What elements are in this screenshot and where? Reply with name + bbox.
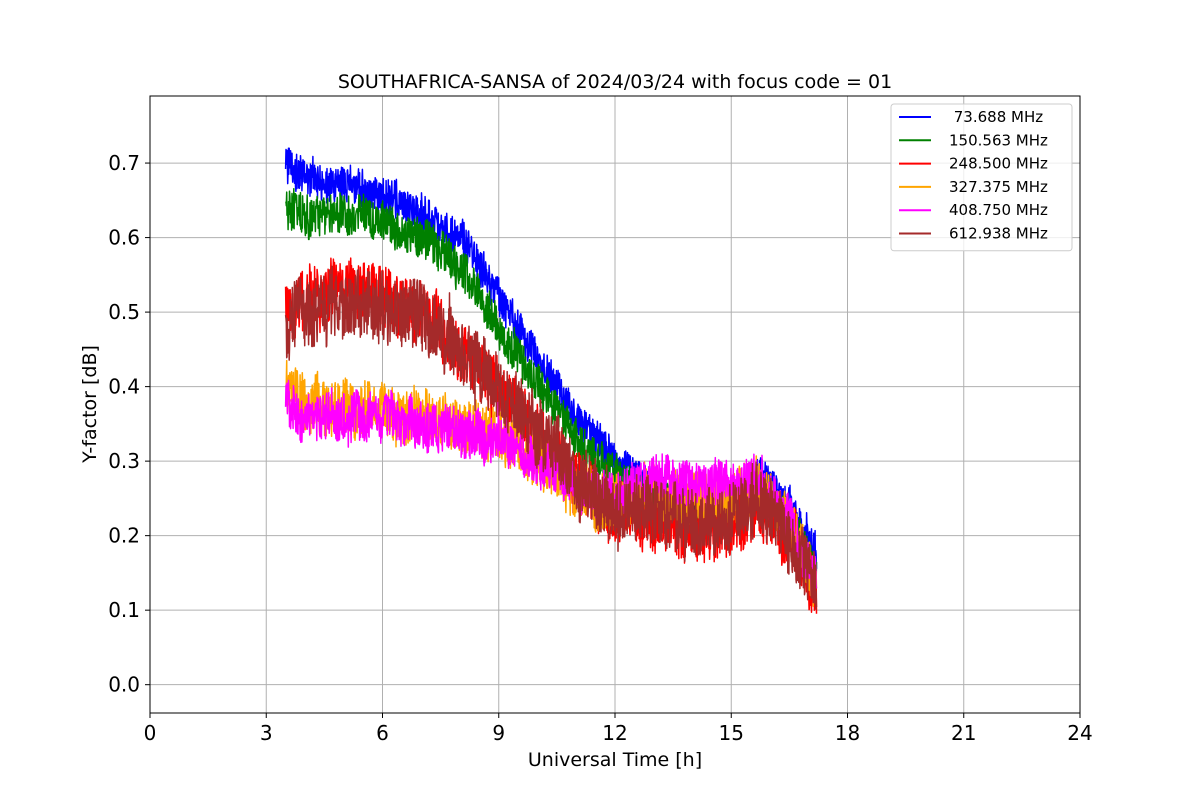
y-tick-label: 0.2 — [108, 524, 140, 548]
x-tick-label: 6 — [376, 721, 389, 745]
x-axis-label: Universal Time [h] — [528, 749, 702, 771]
x-tick-label: 18 — [835, 721, 860, 745]
y-tick-label: 0.5 — [108, 300, 140, 324]
legend-label: 612.938 MHz — [949, 225, 1048, 243]
y-tick-label: 0.6 — [108, 226, 140, 250]
x-tick-label: 12 — [602, 721, 627, 745]
x-tick-label: 3 — [260, 721, 273, 745]
legend-label: 248.500 MHz — [949, 155, 1048, 173]
series-layer — [284, 147, 818, 614]
x-tick-label: 9 — [492, 721, 505, 745]
y-tick-label: 0.7 — [108, 151, 140, 175]
x-tick-label: 15 — [719, 721, 744, 745]
legend-label: 408.750 MHz — [949, 201, 1048, 219]
legend-box — [890, 103, 1073, 252]
y-tick-label: 0.4 — [108, 375, 140, 399]
y-tick-label: 0.3 — [108, 449, 140, 473]
legend: 73.688 MHz 150.563 MHz 248.500 MHz 327.375 … — [890, 103, 1073, 252]
y-tick-label: 0.1 — [108, 598, 140, 622]
x-tick-label: 21 — [951, 721, 976, 745]
series-line — [284, 265, 818, 610]
x-tick-label: 0 — [144, 721, 157, 745]
x-tick-label: 24 — [1067, 721, 1092, 745]
y-axis-label: Y-factor [dB] — [79, 345, 101, 464]
y-tick-label: 0.0 — [108, 673, 140, 697]
chart-title: SOUTHAFRICA-SANSA of 2024/03/24 with foc… — [338, 71, 892, 93]
legend-label: 327.375 MHz — [949, 178, 1048, 196]
legend-label: 73.688 MHz — [949, 108, 1043, 126]
legend-label: 150.563 MHz — [949, 131, 1048, 149]
ticks: 0 3 6 9 12 15 18 21 24 0.0 0.1 0.2 0.3 0.4 0.5 0.6 0.7 — [108, 151, 1093, 745]
